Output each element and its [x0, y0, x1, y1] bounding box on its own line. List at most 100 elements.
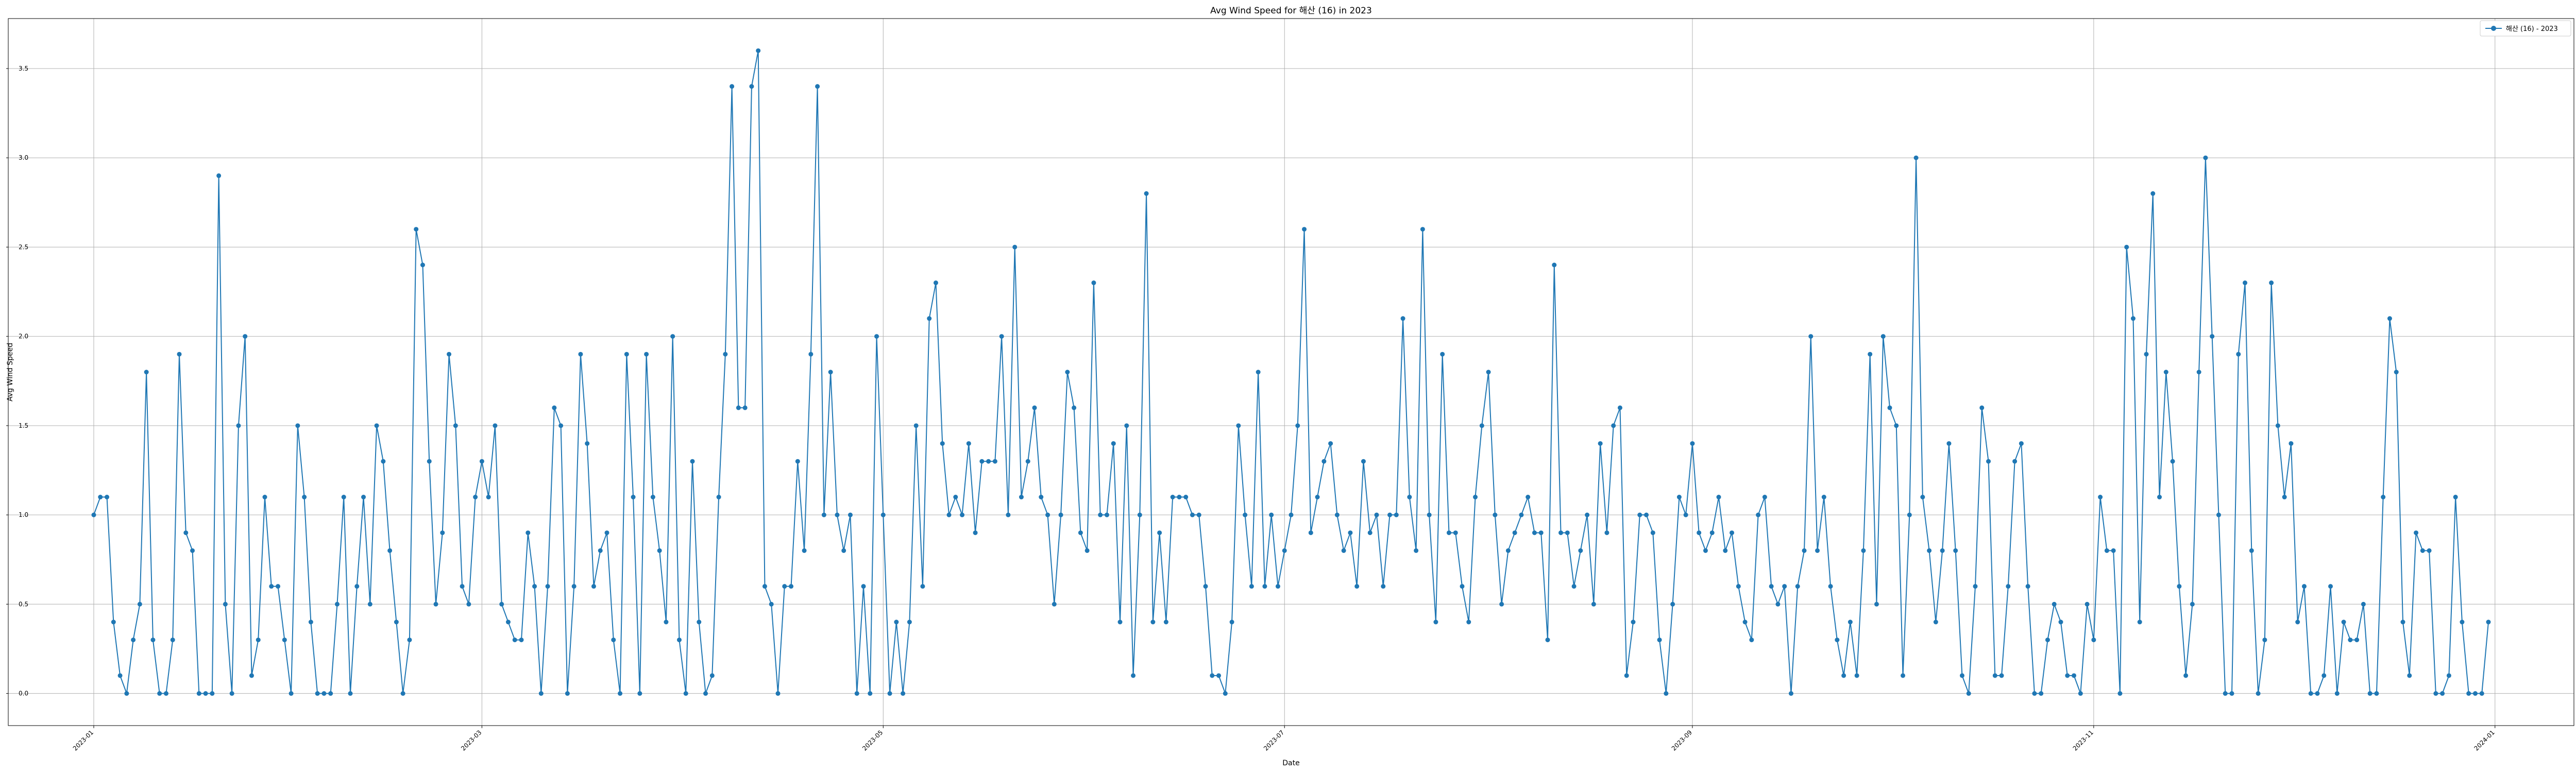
data-point: [2453, 495, 2458, 500]
data-point: [1486, 369, 1491, 375]
data-point: [1275, 584, 1280, 589]
data-point: [631, 495, 636, 500]
data-point: [880, 512, 886, 517]
data-point: [183, 530, 189, 535]
data-point: [1868, 351, 1873, 357]
data-point: [1775, 601, 1781, 607]
data-point: [1611, 423, 1616, 428]
data-point: [2367, 691, 2372, 696]
data-point: [1374, 512, 1379, 517]
data-point: [2295, 619, 2300, 625]
data-point: [203, 691, 208, 696]
data-point: [1131, 673, 1136, 678]
data-point: [999, 334, 1004, 339]
data-point: [479, 459, 484, 464]
data-point: [1072, 405, 1077, 410]
data-point: [1387, 512, 1393, 517]
data-point: [2328, 584, 2333, 589]
data-point: [585, 441, 590, 446]
data-point: [1348, 530, 1353, 535]
data-point: [1210, 673, 1215, 678]
data-point: [354, 584, 360, 589]
data-point: [2117, 691, 2123, 696]
data-point: [775, 691, 781, 696]
data-point: [308, 619, 313, 625]
data-point: [1032, 405, 1037, 410]
data-point: [1137, 512, 1142, 517]
data-point: [2374, 691, 2379, 696]
data-point: [2072, 673, 2077, 678]
data-point: [1848, 619, 1853, 625]
data-point: [1065, 369, 1070, 375]
data-point: [1414, 548, 1419, 553]
data-point: [1262, 584, 1267, 589]
data-point: [486, 495, 491, 500]
data-point: [683, 691, 688, 696]
data-point: [1117, 619, 1123, 625]
data-point: [736, 405, 741, 410]
data-point: [532, 584, 537, 589]
data-point: [2486, 619, 2491, 625]
data-point: [1183, 495, 1189, 500]
data-point: [1598, 441, 1603, 446]
data-point: [1821, 495, 1826, 500]
data-point: [2196, 369, 2201, 375]
data-point: [2006, 584, 2011, 589]
data-point: [2084, 601, 2090, 607]
data-point: [1012, 244, 1018, 249]
data-point: [1690, 441, 1695, 446]
data-point: [1361, 459, 1366, 464]
data-point: [1828, 584, 1833, 589]
data-point: [821, 512, 826, 517]
data-point: [256, 637, 261, 643]
data-point: [1190, 512, 1195, 517]
data-point: [374, 423, 379, 428]
data-point: [111, 619, 116, 625]
data-point: [2190, 601, 2195, 607]
data-point: [505, 619, 511, 625]
data-point: [460, 584, 465, 589]
data-point: [1953, 548, 1958, 553]
data-point: [1887, 405, 1892, 410]
data-point: [519, 637, 524, 643]
data-point: [946, 512, 952, 517]
data-point: [894, 619, 899, 625]
data-point: [236, 423, 241, 428]
data-point: [131, 637, 136, 643]
data-point: [1460, 584, 1465, 589]
data-point: [861, 584, 866, 589]
data-point: [1006, 512, 1011, 517]
data-point: [190, 548, 195, 553]
data-point: [1742, 619, 1748, 625]
data-point: [868, 691, 873, 696]
data-point: [420, 262, 425, 267]
data-point: [538, 691, 544, 696]
data-point: [920, 584, 925, 589]
data-point: [2321, 673, 2327, 678]
data-point: [756, 48, 761, 53]
data-point: [1433, 619, 1438, 625]
data-point: [295, 423, 300, 428]
legend-box: [2480, 20, 2571, 37]
data-point: [163, 691, 168, 696]
data-point: [2183, 673, 2189, 678]
data-point: [887, 691, 892, 696]
data-point: [137, 601, 142, 607]
data-point: [1538, 530, 1544, 535]
data-point: [1400, 316, 1405, 321]
data-point: [2150, 191, 2156, 196]
data-point: [664, 619, 669, 625]
data-point: [1782, 584, 1787, 589]
data-point: [1637, 512, 1642, 517]
data-point: [644, 351, 649, 357]
data-point: [1874, 601, 1879, 607]
data-point: [716, 495, 721, 500]
data-point: [223, 601, 228, 607]
data-point: [670, 334, 675, 339]
data-point: [1025, 459, 1030, 464]
data-point: [1144, 191, 1149, 196]
data-point: [2348, 637, 2353, 643]
data-point: [1992, 673, 1997, 678]
data-point: [782, 584, 787, 589]
data-point: [229, 691, 234, 696]
